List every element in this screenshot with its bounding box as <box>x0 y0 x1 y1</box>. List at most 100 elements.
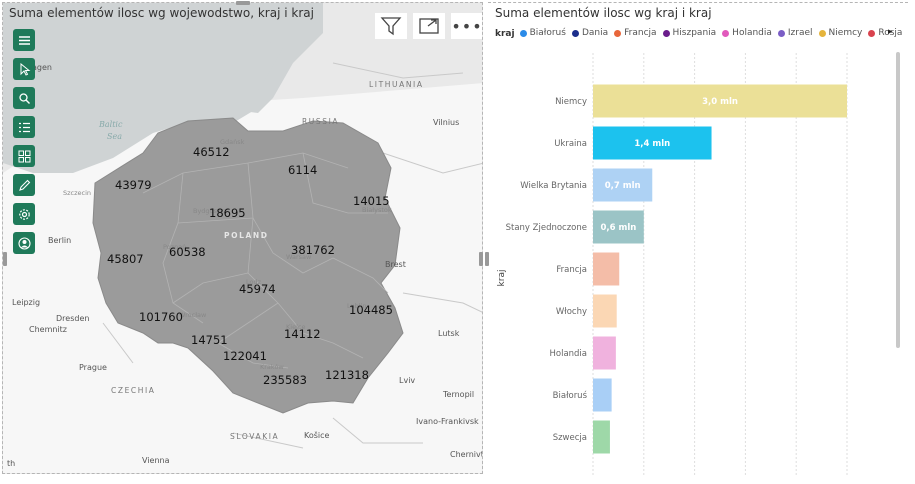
bar-holandia[interactable] <box>593 336 616 370</box>
map-place-szczecin: Szczecin <box>63 189 91 197</box>
legend-dot-icon <box>571 29 579 37</box>
bar-bia-orus[interactable] <box>593 378 612 412</box>
category-label-w-ochy: Włochy <box>556 307 587 317</box>
map-region-value[interactable]: 45974 <box>239 282 276 296</box>
bar-szwecja[interactable] <box>593 420 610 454</box>
settings-button[interactable] <box>13 203 35 225</box>
map-region-value[interactable]: 121318 <box>325 368 369 382</box>
map-place-russia: RUSSIA <box>302 117 339 126</box>
map-region-value[interactable]: 14112 <box>284 327 321 341</box>
category-label-stany-zjednoczone: Stany Zjednoczone <box>506 223 587 233</box>
pen-icon <box>18 179 30 191</box>
legend-label: Dania <box>581 28 609 39</box>
filter-button[interactable] <box>375 13 407 39</box>
resize-handle-right[interactable] <box>479 252 483 266</box>
map-region-value[interactable]: 45807 <box>107 252 144 266</box>
map-region-value[interactable]: 101760 <box>139 310 183 324</box>
menu-icon <box>18 35 30 45</box>
user-button[interactable] <box>13 232 35 254</box>
bar-wielka-brytania[interactable] <box>593 168 653 202</box>
map-title: Suma elementów ilosc wg wojewodstwo, kra… <box>9 6 314 20</box>
legend-item-niemcy[interactable]: Niemcy <box>818 28 863 39</box>
legend-label: Białoruś <box>529 28 566 39</box>
map-region-value[interactable]: 43979 <box>115 178 152 192</box>
map-region-value[interactable]: 14015 <box>353 194 390 208</box>
bar-chart-plot[interactable]: kraj Niemcy 3,0 mln Ukraina 1,4 mln Wielka Br… <box>488 43 908 475</box>
legend-item-bia-orus[interactable]: Białoruś <box>519 28 566 39</box>
focus-mode-button[interactable] <box>413 13 445 39</box>
map-place-ivano-frankivsk: Ivano-Frankivsk <box>416 417 479 426</box>
draw-button[interactable] <box>13 174 35 196</box>
voivodeship-borders <box>142 152 389 369</box>
map-region-value[interactable]: 104485 <box>349 303 393 317</box>
bar-w-ochy[interactable] <box>593 294 617 328</box>
scrollbar[interactable] <box>896 52 900 348</box>
select-tool-button[interactable] <box>13 58 35 80</box>
map-place-bia-ystok: Białystok <box>362 206 392 214</box>
layers-list-button[interactable] <box>13 116 35 138</box>
data-label-wielka-brytania: 0,7 mln <box>605 181 641 191</box>
legend: kraj Białoruś Dania Francja Hiszpania Holand… <box>495 27 908 41</box>
legend-label: Izrael <box>787 28 813 39</box>
map-place-bydgoszcz: Bydgoszcz <box>193 207 228 215</box>
map-region-value[interactable]: 60538 <box>169 245 206 259</box>
menu-button[interactable] <box>13 29 35 51</box>
poland-shape[interactable] <box>92 117 404 414</box>
legend-label: Rosja <box>878 28 903 39</box>
settings-icon <box>18 208 30 220</box>
map-region-value[interactable]: 6114 <box>288 163 317 177</box>
search-button[interactable] <box>13 87 35 109</box>
legend-label: Niemcy <box>828 28 863 39</box>
map-place-lutsk: Lutsk <box>438 329 460 338</box>
map-place-prague: Prague <box>79 363 107 372</box>
map-region-value[interactable]: 235583 <box>263 373 307 387</box>
legend-item-dania[interactable]: Dania <box>571 28 609 39</box>
more-options-button[interactable]: ••• <box>451 13 483 39</box>
map-place-lodz: Lodz <box>246 278 262 286</box>
legend-dot-icon <box>777 29 785 37</box>
bar-ukraina[interactable] <box>593 126 712 160</box>
map-place-brest: Brest <box>385 260 406 269</box>
map-place-kielce: Kielce <box>286 323 305 331</box>
map-place-kosice: Košice <box>304 430 330 440</box>
map-sea-label: Baltic <box>98 120 123 129</box>
map-region-value[interactable]: 18695 <box>209 206 246 220</box>
more-options-icon: ••• <box>451 16 483 36</box>
legend-next-button[interactable]: ▸ <box>888 27 893 37</box>
data-label-stany-zjednoczone: 0,6 mln <box>600 223 636 233</box>
grid-view-button[interactable] <box>13 145 35 167</box>
legend-item-rosja[interactable]: Rosja <box>868 28 902 38</box>
map-place-leipzig: Leipzig <box>12 298 40 307</box>
legend-item-izrael[interactable]: Izrael <box>777 28 813 39</box>
bar-chart-visual[interactable]: Suma elementów ilosc wg kraj i kraj kraj… <box>488 2 908 475</box>
map-region-value[interactable]: 122041 <box>223 349 267 363</box>
legend-label: Francja <box>624 28 657 39</box>
resize-handle-left[interactable] <box>3 252 7 266</box>
baltic-sea-east <box>173 3 323 113</box>
map-place-lviv: Lviv <box>399 376 415 385</box>
category-label-holandia: Holandia <box>549 349 587 359</box>
category-label-szwecja: Szwecja <box>553 433 587 443</box>
resize-handle-right-2[interactable] <box>485 252 489 266</box>
bar-stany-zjednoczone[interactable] <box>593 210 644 244</box>
legend-item-francja[interactable]: Francja <box>614 28 657 39</box>
map-place-berlin: Berlin <box>48 236 71 245</box>
search-icon <box>18 92 30 104</box>
map-place-lithuania: LITHUANIA <box>369 80 424 89</box>
legend-item-hiszpania[interactable]: Hiszpania <box>662 28 716 38</box>
map-country-label: POLAND <box>224 231 269 240</box>
legend-dot-icon <box>614 29 622 37</box>
category-label-niemcy: Niemcy <box>555 97 587 107</box>
bar-francja[interactable] <box>593 252 620 286</box>
bar-niemcy[interactable] <box>593 84 847 118</box>
map-region-value[interactable]: 381762 <box>291 243 335 257</box>
filter-icon <box>380 17 402 36</box>
resize-handle-top[interactable] <box>236 1 250 5</box>
map-visual[interactable]: LITHUANIA RUSSIA Vilnius Berlin Leipzig Dresd… <box>2 2 483 474</box>
map-region-values: 46512 6114 43979 18695 14015 60538 381762 45807… <box>107 145 393 387</box>
map-region-value[interactable]: 46512 <box>193 145 230 159</box>
legend-item-holandia[interactable]: Holandia <box>722 28 772 38</box>
map-region-value[interactable]: 14751 <box>191 333 228 347</box>
map-canvas[interactable]: LITHUANIA RUSSIA Vilnius Berlin Leipzig Dresd… <box>3 3 483 474</box>
legend-dot-icon <box>722 29 730 37</box>
